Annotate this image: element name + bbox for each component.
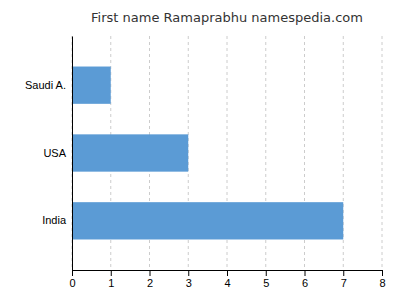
y-tick: India	[42, 214, 72, 226]
tick-mark	[227, 270, 228, 276]
tick-mark	[305, 270, 306, 276]
axis-line	[73, 271, 383, 277]
tick-mark	[72, 270, 73, 276]
x-tick: 4	[224, 270, 230, 289]
tick-label: 5	[263, 277, 269, 289]
tick-mark	[111, 270, 112, 276]
tick-label: 7	[341, 277, 347, 289]
tick-label: 2	[147, 277, 153, 289]
axis-line	[72, 37, 73, 271]
x-tick: 7	[341, 270, 347, 289]
bar	[72, 202, 343, 239]
tick-mark	[266, 270, 267, 276]
grid-line	[72, 36, 73, 270]
grid-line	[382, 36, 383, 270]
tick-label: India	[42, 214, 67, 226]
x-tick: 1	[108, 270, 114, 289]
chart-svg: 0 1 2 3 4 5 6 7 8 India USA Saudi A. First name Rama…	[0, 0, 400, 300]
tick-mark	[188, 270, 189, 276]
title: First name Ramaprabhu namespedia.com	[91, 10, 363, 25]
tick-label: 4	[224, 277, 230, 289]
tick-mark	[343, 270, 344, 276]
y-tick: Saudi A.	[25, 79, 72, 91]
tick-label: 3	[186, 277, 192, 289]
grid	[72, 36, 382, 270]
x-axis: 0 1 2 3 4 5 6 7 8	[69, 270, 385, 289]
plot-area: 0 1 2 3 4 5 6 7 8 India USA Saudi A.	[25, 36, 386, 289]
tick-label: 6	[302, 277, 308, 289]
tick-label: 8	[379, 277, 385, 289]
x-tick: 0	[69, 270, 75, 289]
y-tick: USA	[43, 147, 72, 159]
tick-mark	[382, 270, 383, 276]
tick-label: 1	[108, 277, 114, 289]
x-tick: 8	[379, 270, 385, 289]
tick-label: 0	[69, 277, 75, 289]
chart-container: 0 1 2 3 4 5 6 7 8 India USA Saudi A. First name Rama…	[0, 0, 400, 300]
x-tick: 6	[302, 270, 308, 289]
tick-label: USA	[43, 147, 66, 159]
x-tick: 2	[147, 270, 153, 289]
y-axis: India USA Saudi A.	[25, 37, 72, 271]
x-tick: 3	[186, 270, 192, 289]
bar	[72, 67, 111, 104]
tick-mark	[150, 270, 151, 276]
bar	[72, 134, 188, 171]
bars	[72, 67, 343, 240]
tick-label: Saudi A.	[25, 79, 66, 91]
x-tick: 5	[263, 270, 269, 289]
